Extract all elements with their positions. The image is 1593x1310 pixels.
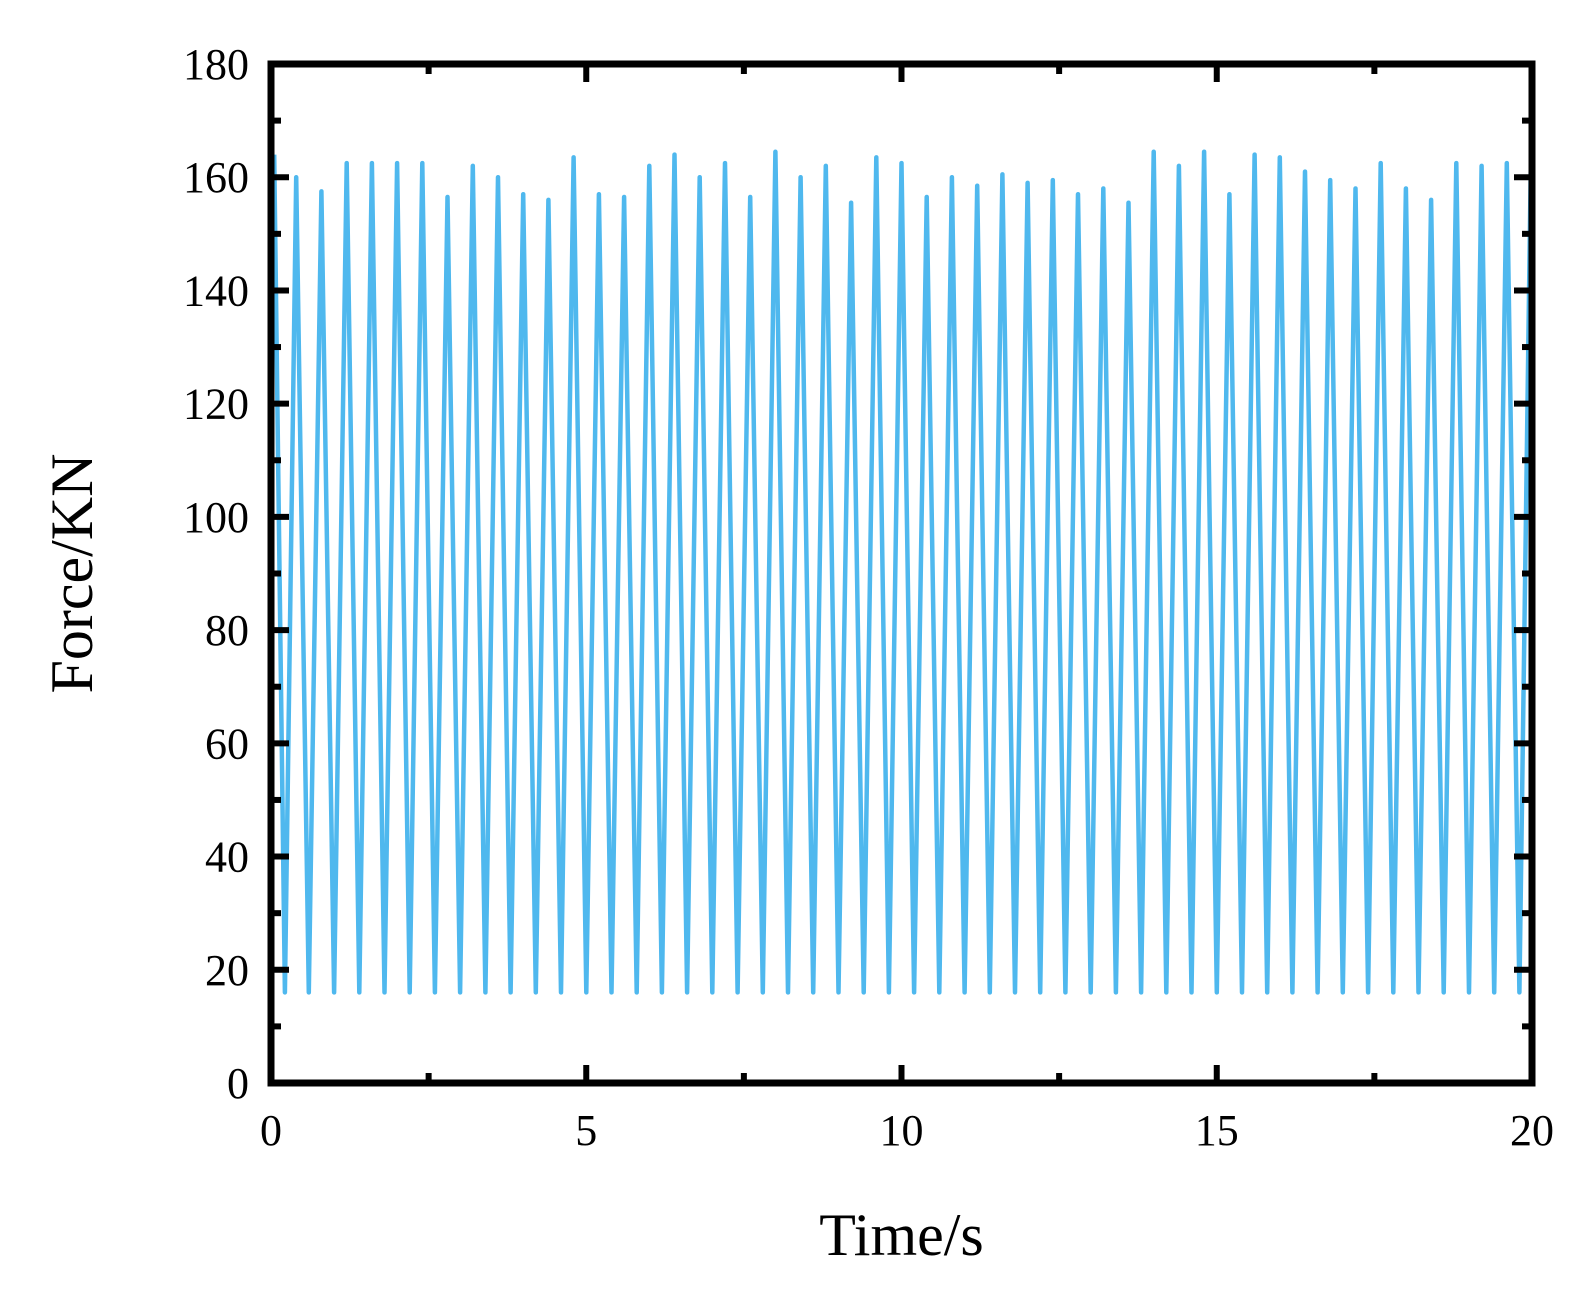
y-tick-label: 120 [183,380,249,429]
y-tick-label: 100 [183,493,249,542]
y-tick-label: 40 [205,833,249,882]
series-line-0 [271,149,1533,995]
x-axis-title: Time/s [819,1202,984,1268]
x-tick-label: 5 [575,1106,597,1155]
y-tick-label: 20 [205,946,249,995]
plot-frame [267,60,1536,1087]
x-tick-label: 20 [1510,1106,1554,1155]
y-tick-label: 160 [183,153,249,202]
y-tick-label: 0 [227,1059,249,1108]
y-axis-title: Force/KN [39,454,105,694]
series-layer [271,149,1533,995]
y-tick-label: 140 [183,266,249,315]
x-tick-label: 0 [260,1106,282,1155]
x-tick-label: 15 [1195,1106,1239,1155]
y-tick-label: 180 [183,40,249,89]
tick-label-layer: 0 5 10 15 20 0 20 40 60 80 100 120 140 160 180 [183,40,1554,1155]
x-tick-label: 10 [880,1106,924,1155]
y-tick-label: 60 [205,719,249,768]
y-tick-label: 80 [205,606,249,655]
